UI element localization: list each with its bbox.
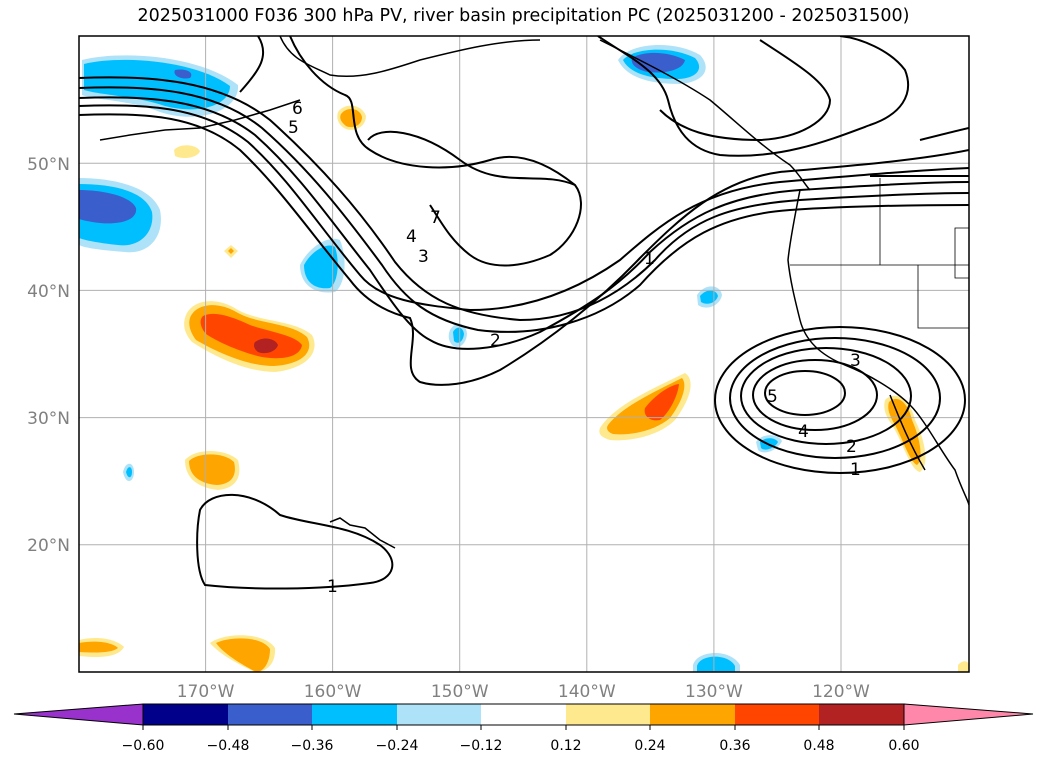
coastline-alaska-panhandle: [599, 39, 811, 191]
coastlines: [99, 36, 969, 549]
pv-contour: [597, 36, 910, 157]
figure-title: 2025031000 F036 300 hPa PV, river basin …: [137, 6, 910, 26]
contour-label: 4: [406, 227, 417, 247]
pv-contour-ring: [729, 337, 941, 459]
shade-blob: [174, 69, 192, 79]
coastline-aleutians: [99, 99, 301, 141]
colorbar-tick-label: 0.12: [550, 738, 581, 754]
lat-label: 40°N: [27, 282, 70, 302]
lat-label: 50°N: [27, 155, 70, 175]
coastline-alaska: [279, 36, 541, 78]
coastline-west-us: [787, 189, 969, 506]
coastline-baja: [889, 394, 926, 471]
lon-label: 130°W: [685, 682, 743, 702]
colorbar-tick-label: 0.48: [803, 738, 834, 754]
contour-label: 4: [798, 422, 809, 442]
colorbar-tick-label: −0.60: [122, 738, 165, 754]
pv-contour-ring: [714, 326, 966, 474]
contour-label: 3: [850, 351, 861, 371]
pv-contour: [659, 39, 832, 142]
pv-contour-ring: [740, 347, 912, 445]
shade-blob: [254, 338, 278, 354]
colorbar-segment: [819, 704, 904, 725]
lon-label: 150°W: [431, 682, 489, 702]
shade-blob: [340, 108, 362, 128]
shade-blob: [958, 661, 969, 672]
colorbar-segment: [481, 704, 566, 725]
state-borders: [790, 178, 969, 329]
colorbar-ticks: [142, 725, 905, 730]
colorbar-tick-label: −0.36: [291, 738, 334, 754]
colorbar-segment: [735, 704, 819, 725]
pv-contour: [79, 96, 969, 350]
shade-blob: [174, 145, 200, 159]
colorbar-segment: [650, 704, 735, 725]
pv-contour: [79, 104, 969, 312]
colorbar-tick-label: −0.12: [460, 738, 503, 754]
shade-blob: [126, 467, 132, 478]
shade-blob: [84, 59, 230, 110]
shade-blob: [644, 384, 679, 421]
shade-blob: [888, 398, 921, 465]
contour-label: 5: [767, 387, 778, 407]
colorbar-segment: [143, 704, 228, 725]
shade-blob: [216, 638, 270, 672]
contour-label: 5: [288, 118, 299, 138]
colorbar-segment: [566, 704, 650, 725]
lon-label: 160°W: [304, 682, 362, 702]
contour-label: 1: [850, 460, 861, 480]
lon-label: 140°W: [558, 682, 616, 702]
pv-contour: [367, 130, 576, 186]
lon-label: 120°W: [812, 682, 870, 702]
colorbar-segment: [397, 704, 481, 725]
shade-blob: [79, 190, 137, 224]
colorbar-segment: [312, 704, 397, 725]
lat-label: 30°N: [27, 409, 70, 429]
colorbar: −0.60 −0.48 −0.36 −0.24 −0.12 0.12 0.24 …: [13, 703, 1034, 754]
pv-contour: [79, 113, 969, 386]
shade-blob: [79, 641, 118, 653]
map-area: 6 5 7 4 3 2 1 3 5 4 2 1 1: [79, 36, 969, 672]
colorbar-tick-label: −0.24: [376, 738, 419, 754]
contour-label: 2: [490, 331, 501, 351]
pv-contour: [79, 86, 969, 333]
colorbar-segment: [228, 704, 312, 725]
pv-contour: [79, 76, 969, 322]
pv-contour: [196, 493, 394, 590]
colorbar-tick-label: 0.60: [888, 738, 919, 754]
colorbar-tick-label: 0.36: [719, 738, 750, 754]
contour-label: 3: [418, 247, 429, 267]
colorbar-extend-low: [13, 703, 144, 726]
pv-contours: [79, 36, 969, 590]
pv-contour-ring: [764, 370, 846, 416]
contour-label: 7: [430, 208, 441, 228]
lat-labels: 50°N 40°N 30°N 20°N: [27, 155, 70, 556]
contour-label: 6: [292, 99, 303, 119]
coastline-hawaii: [329, 517, 396, 549]
contour-label: 1: [327, 577, 338, 597]
colorbar-frame: [142, 703, 905, 726]
gridlines: [79, 36, 969, 672]
pv-contour-ring: [752, 359, 878, 431]
colorbar-extend-high: [903, 703, 1034, 726]
lat-label: 20°N: [27, 536, 70, 556]
pv-contour: [919, 127, 969, 141]
map-frame: [78, 35, 970, 673]
shade-blob: [228, 248, 234, 254]
precip-shading: [79, 44, 969, 672]
pv-contour: [239, 36, 265, 93]
shade-blob: [697, 656, 735, 672]
contour-label: 2: [846, 437, 857, 457]
contour-labels: 6 5 7 4 3 2 1 3 5 4 2 1 1: [288, 99, 861, 597]
colorbar-tick-label: 0.24: [634, 738, 665, 754]
colorbar-tick-label: −0.48: [207, 738, 250, 754]
shade-blob: [189, 454, 235, 485]
contour-label: 1: [644, 249, 655, 269]
shade-blob: [304, 245, 338, 289]
pv-contour: [289, 36, 582, 267]
lon-labels: 170°W 160°W 150°W 140°W 130°W 120°W: [177, 682, 870, 702]
shade-blob: [453, 327, 464, 343]
lon-label: 170°W: [177, 682, 235, 702]
